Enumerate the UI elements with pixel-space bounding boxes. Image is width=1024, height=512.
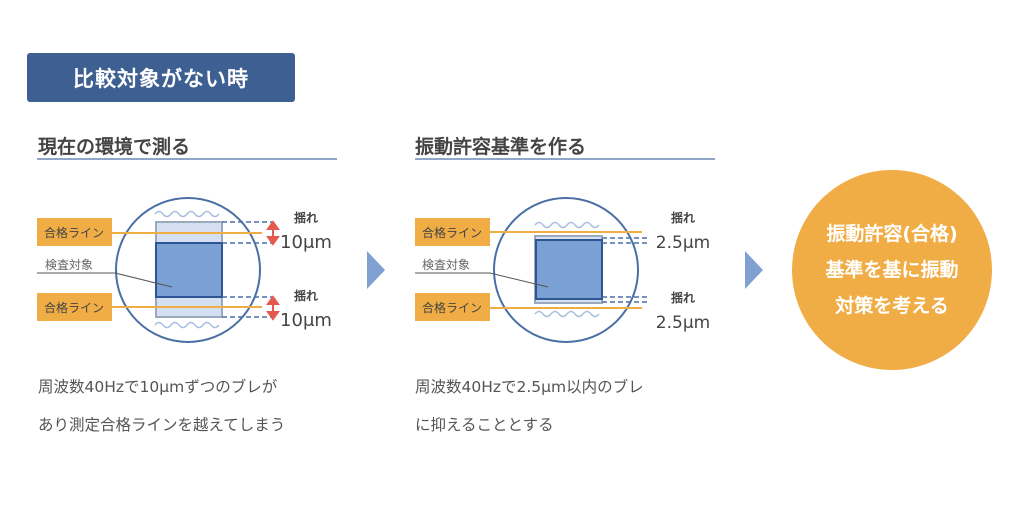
sway-value: 2.5μm	[656, 233, 710, 253]
pass-line-label-box	[37, 293, 112, 321]
double-arrow-icon	[266, 220, 280, 321]
wave-icon	[534, 310, 600, 318]
sway-label: 揺れ	[294, 210, 318, 225]
inspection-target	[155, 242, 223, 298]
wave-icon	[154, 210, 220, 218]
panel1-underline	[37, 158, 337, 160]
target-label: 検査対象	[45, 258, 93, 272]
sway-label: 揺れ	[671, 210, 695, 225]
title-badge: 比較対象がない時	[27, 53, 295, 102]
goal-circle: 振動許容(合格) 基準を基に振動 対策を考える	[792, 170, 992, 370]
pass-line-label-box	[37, 218, 112, 246]
panel2-heading: 振動許容基準を作る	[415, 136, 587, 158]
panel2-underline	[415, 158, 715, 160]
inspection-target	[535, 239, 603, 300]
pass-line-label-box	[415, 218, 490, 246]
sway-value: 10μm	[280, 310, 332, 331]
panel1-diagram: 合格ライン 合格ライン 検査対象 揺れ 10μm 揺れ 10μm	[37, 197, 332, 343]
pass-line-label: 合格ライン	[44, 225, 104, 240]
target-label: 検査対象	[422, 258, 470, 272]
pass-line-label: 合格ライン	[44, 300, 104, 315]
wave-icon	[154, 321, 220, 329]
pass-line-label: 合格ライン	[422, 225, 482, 240]
sway-value: 10μm	[280, 232, 332, 253]
pass-line-label-box	[415, 293, 490, 321]
sway-value: 2.5μm	[656, 313, 710, 333]
panel1-description: 周波数40Hzで10μmずつのブレが あり測定合格ラインを越えてしまう	[38, 378, 286, 434]
sway-label: 揺れ	[671, 290, 695, 305]
panel2-diagram: 合格ライン 合格ライン 検査対象 揺れ 2.5μm 揺れ 2.5μm	[415, 197, 710, 343]
pass-line-label: 合格ライン	[422, 300, 482, 315]
panel2-description: 周波数40Hzで2.5μm以内のブレ に抑えることとする	[415, 378, 644, 434]
chevron-right-icon	[745, 251, 763, 289]
wave-icon	[534, 221, 600, 229]
panel1-heading: 現在の環境で測る	[38, 136, 191, 158]
sway-label: 揺れ	[294, 288, 318, 303]
chevron-right-icon	[367, 251, 385, 289]
